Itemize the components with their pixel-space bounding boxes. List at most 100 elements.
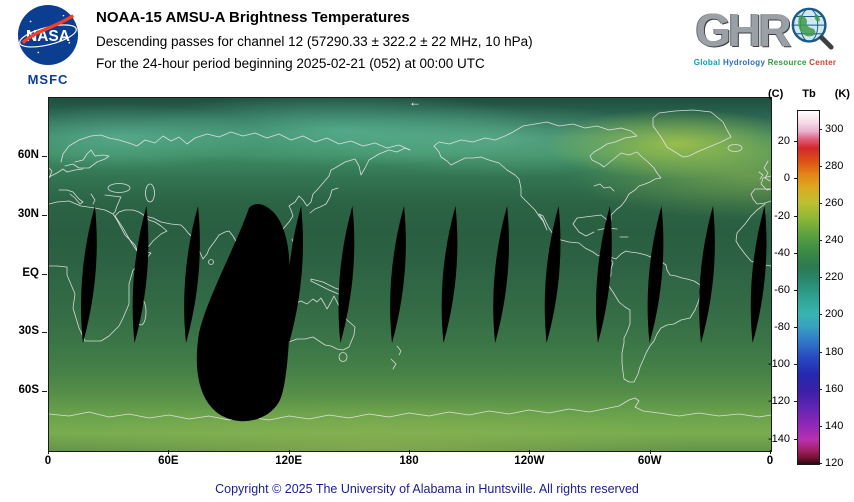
pass-start-arrow-icon: ← bbox=[409, 97, 421, 109]
lon-label-180: 180 bbox=[399, 455, 419, 467]
kelvin-label-220: 220 bbox=[825, 271, 844, 284]
celsius-label--80: -80 bbox=[774, 321, 790, 334]
kelvin-label-140: 140 bbox=[825, 419, 844, 432]
lon-label-120E: 120E bbox=[275, 455, 303, 467]
lon-label-120W: 120W bbox=[514, 455, 545, 467]
kelvin-tick bbox=[819, 128, 822, 130]
colorbar-tb-label: Tb bbox=[802, 88, 816, 100]
lon-label-60E: 60E bbox=[158, 455, 179, 467]
kelvin-label-160: 160 bbox=[825, 382, 844, 395]
lon-tick bbox=[529, 450, 531, 454]
kelvin-label-260: 260 bbox=[825, 196, 844, 209]
descending-pass-swath bbox=[132, 205, 149, 344]
kelvin-tick bbox=[819, 388, 822, 390]
descending-pass-swath bbox=[750, 205, 767, 344]
nasa-meatball-icon: NASA bbox=[17, 4, 79, 66]
colorbar-celsius-unit: (C) bbox=[768, 88, 784, 100]
lon-label-60W: 60W bbox=[637, 455, 662, 467]
longitude-axis: 0 60E 120E 180 120W 60W 0 bbox=[45, 450, 773, 468]
celsius-tick bbox=[794, 252, 797, 254]
celsius-label-20: 20 bbox=[777, 135, 790, 148]
lon-tick bbox=[48, 450, 49, 454]
descending-pass-swath bbox=[544, 205, 561, 344]
celsius-label-0: 0 bbox=[783, 172, 790, 185]
descending-pass-swath bbox=[184, 205, 200, 344]
title-block: NOAA-15 AMSU-A Brightness Temperatures D… bbox=[96, 9, 533, 71]
kelvin-label-240: 240 bbox=[825, 234, 844, 247]
kelvin-tick bbox=[819, 314, 822, 316]
ghrc-tagline: Global Hydrology Resource Center bbox=[680, 58, 850, 67]
descending-pass-swaths bbox=[81, 204, 767, 422]
kelvin-label-280: 280 bbox=[825, 159, 844, 172]
celsius-label--140: -140 bbox=[767, 432, 790, 445]
descending-pass-swath bbox=[81, 205, 97, 344]
large-data-gap bbox=[196, 204, 291, 422]
lat-tick bbox=[42, 391, 47, 393]
footer: Copyright © 2025 The University of Alaba… bbox=[0, 482, 854, 496]
kelvin-label-180: 180 bbox=[825, 345, 844, 358]
msfc-label: MSFC bbox=[27, 72, 69, 87]
kelvin-label-200: 200 bbox=[825, 308, 844, 321]
celsius-tick bbox=[794, 178, 797, 180]
map-plot: ← bbox=[48, 97, 772, 452]
lon-tick bbox=[168, 450, 170, 454]
descending-pass-swath bbox=[647, 205, 664, 344]
lon-tick bbox=[649, 450, 651, 454]
descending-pass-swath bbox=[338, 205, 355, 344]
kelvin-tick bbox=[819, 202, 822, 204]
celsius-label--60: -60 bbox=[774, 283, 790, 296]
celsius-label--120: -120 bbox=[767, 395, 790, 408]
tagline-word: Center bbox=[809, 58, 837, 67]
celsius-label--100: -100 bbox=[767, 358, 790, 371]
ghrc-logo: GHR Global Hydrology Resource Center bbox=[680, 4, 850, 67]
subtitle-channel: Descending passes for channel 12 (57290.… bbox=[96, 34, 533, 49]
lat-label-60S: 60S bbox=[18, 384, 39, 397]
ghrc-logo-text: GHR bbox=[695, 4, 791, 56]
celsius-tick bbox=[794, 401, 797, 403]
colorbar-celsius-scale: 20 0 -20 -40 -60 -80 -100 -120 -140 bbox=[748, 110, 797, 463]
lon-label-0: 0 bbox=[766, 455, 774, 467]
celsius-tick bbox=[794, 215, 797, 217]
celsius-label--40: -40 bbox=[774, 246, 790, 259]
celsius-tick bbox=[794, 364, 797, 366]
lon-tick bbox=[288, 450, 290, 454]
kelvin-label-120: 120 bbox=[825, 457, 844, 469]
descending-pass-swath bbox=[441, 205, 458, 344]
latitude-axis: 60N 30N EQ 30S 60S bbox=[0, 97, 47, 450]
descending-pass-swath bbox=[596, 205, 612, 344]
descending-pass-swath bbox=[390, 205, 406, 344]
kelvin-tick bbox=[819, 240, 822, 242]
celsius-tick bbox=[794, 289, 797, 291]
colorbar-title: (C) Tb (K) bbox=[768, 88, 850, 100]
subtitle-period: For the 24-hour period beginning 2025-02… bbox=[96, 56, 485, 71]
colorbar-kelvin-unit: (K) bbox=[834, 88, 850, 100]
kelvin-tick bbox=[819, 277, 822, 279]
lon-tick bbox=[770, 450, 771, 454]
descending-pass-swath bbox=[493, 205, 509, 344]
colorbar-kelvin-scale: 300 280 260 240 220 200 180 160 140 120 bbox=[819, 110, 852, 469]
tagline-word: Global bbox=[693, 58, 721, 67]
lat-tick bbox=[42, 214, 47, 216]
celsius-tick bbox=[794, 438, 797, 440]
kelvin-label-300: 300 bbox=[825, 122, 844, 135]
nasa-logo: NASA MSFC bbox=[8, 4, 88, 87]
map-overlay bbox=[49, 109, 771, 422]
lon-label-0: 0 bbox=[44, 455, 52, 467]
celsius-label--20: -20 bbox=[774, 209, 790, 222]
globe-magnifier-icon bbox=[789, 5, 835, 56]
lat-label-30S: 30S bbox=[18, 325, 39, 338]
lat-tick bbox=[42, 332, 47, 334]
header: NASA MSFC NOAA-15 AMSU-A Brightness Temp… bbox=[0, 0, 854, 94]
lat-tick bbox=[42, 273, 47, 275]
kelvin-tick bbox=[819, 351, 822, 353]
kelvin-tick bbox=[819, 165, 822, 167]
lat-label-EQ: EQ bbox=[22, 266, 39, 279]
descending-pass-swath bbox=[287, 205, 303, 344]
colorbar bbox=[797, 110, 820, 465]
descending-pass-swath bbox=[699, 205, 715, 344]
tagline-word: Resource bbox=[767, 58, 807, 67]
lat-tick bbox=[42, 155, 47, 157]
celsius-tick bbox=[794, 141, 797, 143]
celsius-tick bbox=[794, 327, 797, 329]
